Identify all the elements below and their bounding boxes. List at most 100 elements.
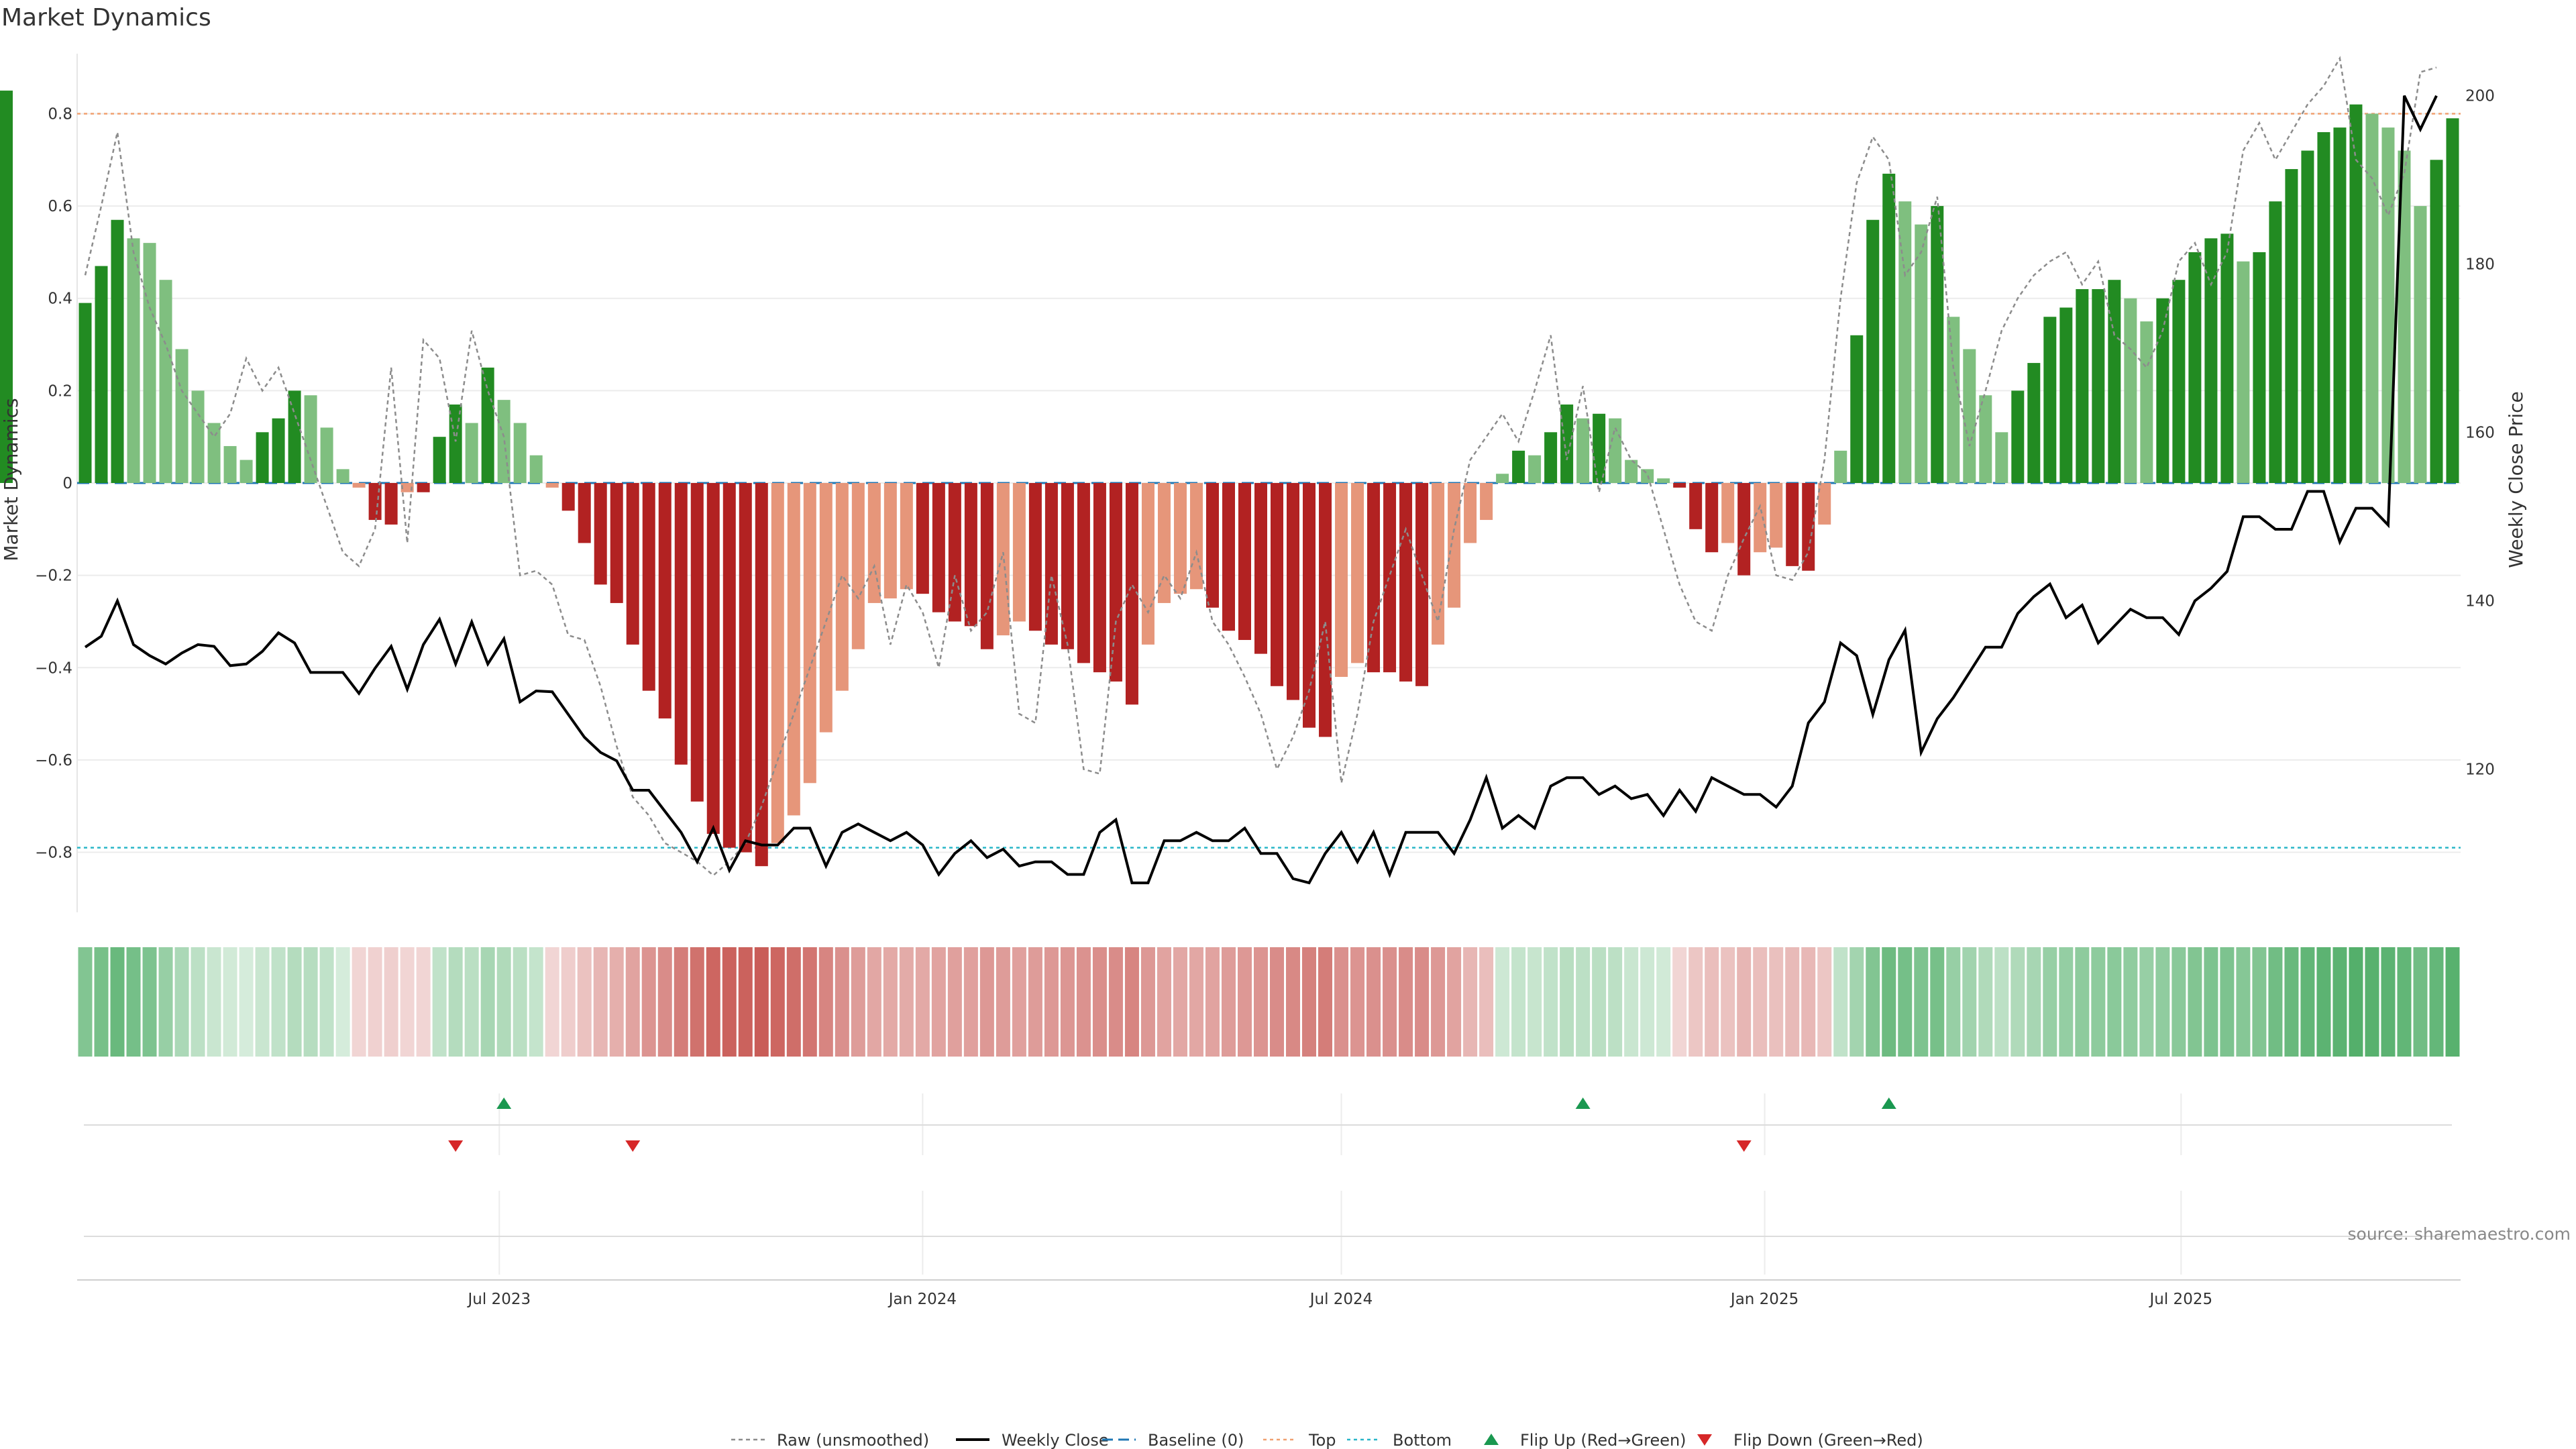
regime-strip-cell bbox=[303, 947, 318, 1057]
regime-strip-cell bbox=[786, 947, 801, 1057]
regime-strip-cell bbox=[2381, 947, 2396, 1057]
regime-strip-cell bbox=[1930, 947, 1945, 1057]
smoothed-bar bbox=[1866, 219, 1880, 483]
regime-strip-cell bbox=[1737, 947, 1752, 1057]
regime-strip-cell bbox=[496, 947, 511, 1057]
regime-strip-cell bbox=[1173, 947, 1187, 1057]
left-axis-ticks: −0.8 −0.6 −0.4 −0.2 0 0.2 0.4 0.6 0.8 bbox=[35, 105, 72, 861]
legend-item: Bottom bbox=[1347, 1431, 1452, 1449]
chart-title: Market Dynamics bbox=[1, 4, 211, 32]
regime-strip-cell bbox=[2188, 947, 2202, 1057]
smoothed-bar bbox=[1544, 432, 1558, 483]
regime-strip-cell bbox=[1270, 947, 1285, 1057]
smoothed-bar bbox=[2333, 127, 2347, 483]
smoothed-bar bbox=[2446, 118, 2459, 483]
y2-tick-label: 160 bbox=[2465, 425, 2495, 442]
smoothed-bar bbox=[2220, 233, 2234, 483]
flip-up-marker bbox=[496, 1097, 512, 1109]
regime-strip-cell bbox=[1366, 947, 1381, 1057]
y-tick-label: −0.6 bbox=[35, 752, 72, 769]
smoothed-bar bbox=[1093, 483, 1106, 673]
right-axis-ticks: 120 140 160 180 200 bbox=[2465, 88, 2495, 779]
regime-strip-cell bbox=[1656, 947, 1671, 1057]
smoothed-bar bbox=[95, 266, 108, 483]
regime-strip-cell bbox=[545, 947, 559, 1057]
regime-strip-cell bbox=[2010, 947, 2025, 1057]
regime-strip-cell bbox=[1560, 947, 1574, 1057]
regime-strip-cell bbox=[480, 947, 495, 1057]
regime-strip-cell bbox=[1946, 947, 1961, 1057]
regime-strip-cell bbox=[899, 947, 914, 1057]
regime-strip-cell bbox=[1914, 947, 1929, 1057]
regime-strip-cell bbox=[1028, 947, 1042, 1057]
smoothed-bar bbox=[2140, 321, 2153, 483]
smoothed-bar bbox=[384, 483, 398, 525]
regime-strip-cell bbox=[1350, 947, 1365, 1057]
regime-strip-cell bbox=[255, 947, 270, 1057]
regime-strip-cell bbox=[770, 947, 785, 1057]
regime-strip-cell bbox=[2220, 947, 2235, 1057]
regime-strip-cell bbox=[1044, 947, 1059, 1057]
y2-tick-label: 140 bbox=[2465, 593, 2495, 610]
regime-strip-cell bbox=[1076, 947, 1091, 1057]
regime-strip-cell bbox=[835, 947, 849, 1057]
smoothed-bar bbox=[1834, 450, 1847, 483]
legend-item: Baseline (0) bbox=[1102, 1431, 1244, 1449]
y-axis-label: Market Dynamics bbox=[0, 398, 22, 561]
smoothed-bar bbox=[1109, 483, 1122, 682]
smoothed-bar bbox=[1850, 335, 1864, 483]
regime-strip-cell bbox=[2252, 947, 2267, 1057]
regime-strip-cell bbox=[513, 947, 527, 1057]
smoothed-bar bbox=[207, 423, 221, 483]
y-tick-label: −0.8 bbox=[35, 845, 72, 862]
smoothed-bar bbox=[1705, 483, 1719, 553]
legend: Raw (unsmoothed) Weekly Close Baseline (0)… bbox=[731, 1431, 1923, 1449]
regime-strip-cell bbox=[593, 947, 608, 1057]
smoothed-bar bbox=[400, 483, 414, 492]
flip-down-marker bbox=[448, 1140, 464, 1152]
regime-strip-cell bbox=[2155, 947, 2170, 1057]
y-tick-label: −0.2 bbox=[35, 568, 72, 585]
regime-strip-cell bbox=[996, 947, 1010, 1057]
smoothed-bar bbox=[2204, 238, 2218, 483]
regime-strip-cell bbox=[1769, 947, 1784, 1057]
smoothed-bar bbox=[1383, 483, 1397, 673]
smoothed-bar bbox=[1657, 478, 1670, 483]
smoothed-bar bbox=[883, 483, 897, 599]
x-axis-ticks: Jul 2023 Jan 2024 Jul 2024 Jan 2025 Jul 2025 bbox=[467, 1291, 2213, 1308]
regime-strip-cell bbox=[1221, 947, 1236, 1057]
regime-strip-cell bbox=[1253, 947, 1268, 1057]
regime-strip-cell bbox=[947, 947, 962, 1057]
regime-strip-cell bbox=[2429, 947, 2444, 1057]
regime-strip-cell bbox=[2365, 947, 2379, 1057]
smoothed-bar bbox=[1496, 474, 1509, 483]
regime-strip-cell bbox=[1399, 947, 1413, 1057]
smoothed-bar bbox=[1882, 173, 1896, 483]
regime-strip-cell bbox=[915, 947, 930, 1057]
smoothed-bar bbox=[561, 483, 575, 511]
smoothed-bar bbox=[288, 390, 301, 483]
regime-strip-cell bbox=[641, 947, 656, 1057]
smoothed-bar bbox=[2188, 252, 2202, 483]
regime-strip-cell bbox=[1833, 947, 1848, 1057]
smoothed-bar bbox=[1770, 483, 1783, 548]
regime-strip-cell bbox=[94, 947, 109, 1057]
regime-strip-cell bbox=[1608, 947, 1623, 1057]
smoothed-bar bbox=[1480, 483, 1493, 521]
smoothed-bar bbox=[78, 303, 92, 483]
legend-item: Flip Down (Green→Red) bbox=[1697, 1431, 1923, 1449]
regime-strip-cell bbox=[1785, 947, 1800, 1057]
smoothed-bar bbox=[900, 483, 913, 590]
regime-strip-cell bbox=[142, 947, 157, 1057]
smoothed-bar bbox=[2349, 104, 2363, 484]
flip-down-legend-icon bbox=[1697, 1434, 1712, 1446]
regime-strip-cell bbox=[1124, 947, 1139, 1057]
smoothed-bar bbox=[755, 483, 768, 867]
smoothed-bar bbox=[1786, 483, 1799, 566]
regime-strip-cell bbox=[2123, 947, 2138, 1057]
regime-strip-cell bbox=[416, 947, 431, 1057]
smoothed-bar bbox=[545, 483, 559, 488]
regime-strip-cell bbox=[1060, 947, 1075, 1057]
regime-strip-cell bbox=[867, 947, 881, 1057]
regime-strip-cell bbox=[384, 947, 398, 1057]
